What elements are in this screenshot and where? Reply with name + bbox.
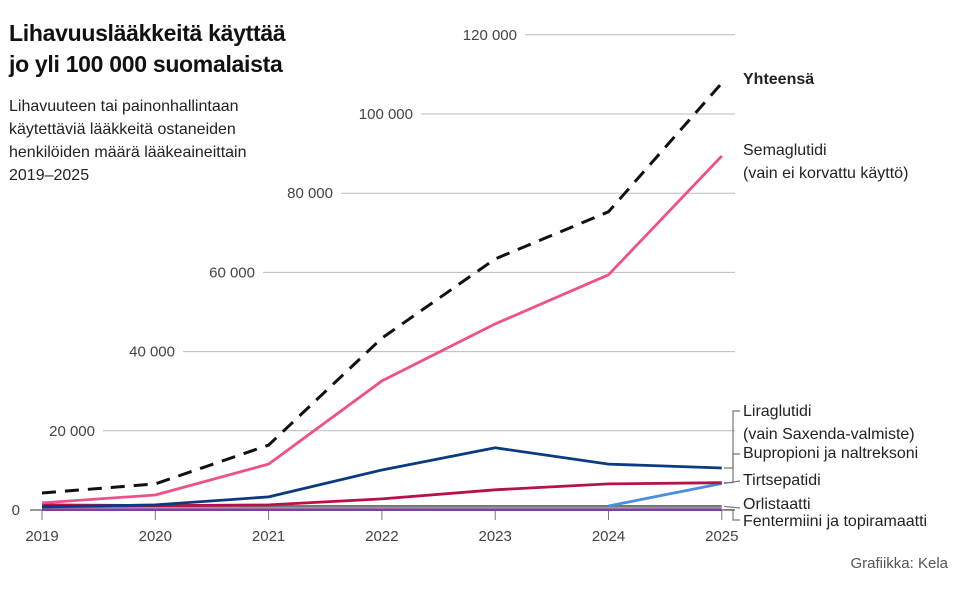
x-tick-label: 2022 xyxy=(365,528,398,545)
series-line-2 xyxy=(41,155,723,505)
credit: Grafiikka: Kela xyxy=(850,555,948,572)
y-tick-label: 80 000 xyxy=(287,185,333,202)
series-label: Fentermiini ja topiramaatti xyxy=(743,513,927,530)
title-line-1: Lihavuuslääkkeitä käyttää xyxy=(9,20,286,46)
series-label: Bupropioni ja naltreksoni xyxy=(743,445,918,462)
series-label: Liraglutidi xyxy=(743,403,811,420)
y-tick-label: 100 000 xyxy=(359,106,413,123)
leader-line xyxy=(724,509,740,521)
y-tick-label: 120 000 xyxy=(463,27,517,44)
x-tick-label: 2024 xyxy=(592,528,625,545)
leader-line xyxy=(723,505,741,509)
x-tick-label: 2025 xyxy=(705,528,738,545)
y-tick-label: 0 xyxy=(12,502,20,519)
y-tick-label: 20 000 xyxy=(49,423,95,440)
series-line-5 xyxy=(608,482,723,508)
series-label-line2: (vain ei korvattu käyttö) xyxy=(743,165,908,182)
series-label: Orlistaatti xyxy=(743,496,811,513)
chart-title: Lihavuuslääkkeitä käyttää jo yli 100 000… xyxy=(9,18,286,80)
subtitle-line: henkilöiden määrä lääkeaineittain xyxy=(9,144,247,161)
series-label: Tirtsepatidi xyxy=(743,472,821,489)
subtitle-line: Lihavuuteen tai painonhallintaan xyxy=(9,98,239,115)
leader-line xyxy=(723,480,741,485)
series-label: Yhteensä xyxy=(743,71,814,88)
series-label-line2: (vain Saxenda-valmiste) xyxy=(743,426,915,443)
leader-line xyxy=(724,410,740,469)
y-tick-label: 60 000 xyxy=(209,264,255,281)
x-tick-label: 2021 xyxy=(252,528,285,545)
series-line-3 xyxy=(41,446,722,509)
title-line-2: jo yli 100 000 suomalaista xyxy=(9,51,283,77)
subtitle-line: 2019–2025 xyxy=(9,167,90,184)
chart-subtitle: Lihavuuteen tai painonhallintaan käytett… xyxy=(9,95,247,187)
x-tick-label: 2020 xyxy=(139,528,172,545)
y-tick-label: 40 000 xyxy=(129,344,175,361)
series-label: Semaglutidi xyxy=(743,142,827,159)
series-line-1 xyxy=(41,82,723,495)
x-tick-label: 2023 xyxy=(479,528,512,545)
subtitle-line: käytettäviä lääkkeitä ostaneiden xyxy=(9,121,236,138)
x-tick-label: 2019 xyxy=(25,528,58,545)
